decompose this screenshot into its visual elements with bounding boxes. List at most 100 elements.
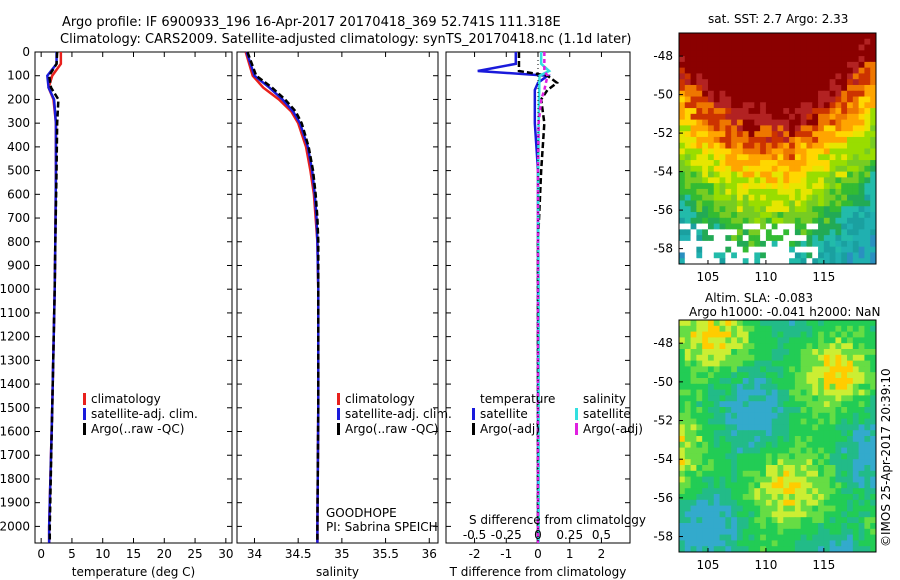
heatmap-cell [858, 343, 865, 350]
heatmap-cell [794, 441, 802, 449]
heatmap-cell [852, 383, 860, 391]
heatmap-cell [702, 38, 709, 46]
heatmap-cell [858, 546, 865, 553]
heatmap-cell [696, 412, 703, 420]
heatmap-cell [679, 33, 686, 40]
heatmap-cell [760, 194, 767, 201]
sst-map-title: sat. SST: 2.7 Argo: 2.33 [708, 12, 848, 26]
heatmap-cell [684, 252, 692, 259]
heatmap-cell [754, 50, 761, 57]
heatmap-cell [800, 320, 807, 327]
heatmap-cell [835, 354, 842, 362]
heatmap-cell [800, 160, 807, 167]
heatmap-cell [812, 418, 819, 425]
heatmap-cell [835, 136, 842, 144]
heatmap-cell [789, 418, 796, 425]
heatmap-cell [870, 395, 877, 402]
heatmap-cell [679, 441, 686, 449]
heatmap-cell [818, 102, 825, 109]
plot-frame [34, 51, 233, 544]
heatmap-cell [771, 246, 778, 253]
heatmap-cell [783, 160, 790, 167]
heatmap-cell [748, 154, 755, 161]
heatmap-cell [835, 108, 842, 115]
heatmap-cell [713, 154, 721, 161]
heatmap-cell [702, 320, 709, 327]
heatmap-cell [679, 56, 686, 63]
heatmap-cell [794, 418, 802, 425]
heatmap-cell [765, 349, 773, 356]
heatmap-cell [829, 499, 836, 507]
heatmap-cell [835, 494, 842, 501]
heatmap-cell [696, 38, 703, 46]
heatmap-cell [736, 488, 744, 495]
heatmap-cell [719, 50, 726, 57]
heatmap-cell [742, 430, 750, 437]
heatmap-cell [679, 240, 686, 248]
heatmap-cell [684, 517, 692, 524]
heatmap-cell [800, 125, 807, 132]
heatmap-cell [713, 447, 721, 454]
heatmap-cell [812, 494, 819, 501]
heatmap-cell [789, 546, 796, 553]
heatmap-cell [835, 343, 842, 350]
heatmap-cell [835, 465, 842, 472]
heatmap-cell [783, 459, 790, 466]
heatmap-cell [713, 401, 721, 408]
heatmap-cell [800, 343, 807, 350]
heatmap-cell [754, 194, 761, 201]
heatmap-cell [823, 44, 831, 51]
heatmap-cell [702, 534, 709, 541]
heatmap-cell [794, 383, 802, 391]
heatmap-cell [812, 246, 819, 253]
heatmap-cell [765, 246, 773, 253]
heatmap-cell [690, 212, 697, 219]
heatmap-cell [864, 212, 871, 219]
heatmap-cell [818, 154, 825, 161]
heatmap-cell [800, 246, 807, 253]
heatmap-cell [754, 343, 761, 350]
heatmap-cell [736, 505, 744, 512]
heatmap-cell [858, 154, 865, 161]
heatmap-cell [696, 372, 703, 379]
heatmap-cell [812, 108, 819, 115]
heatmap-cell [748, 494, 755, 501]
heatmap-cell [818, 177, 825, 184]
heatmap-cell [812, 142, 819, 150]
heatmap-cell [719, 360, 726, 367]
heatmap-cell [754, 142, 761, 150]
heatmap-cell [684, 389, 692, 396]
heatmap-cell [719, 546, 726, 553]
heatmap-cell [771, 534, 778, 541]
x-tick-label: 5 [68, 547, 76, 561]
heatmap-cell [783, 44, 790, 51]
heatmap-cell [760, 217, 767, 225]
heatmap-cell [754, 476, 761, 483]
heatmap-cell [707, 50, 715, 57]
heatmap-cell [806, 177, 813, 184]
heatmap-cell [690, 534, 697, 541]
heatmap-cell [690, 240, 697, 248]
heatmap-cell [841, 418, 848, 425]
heatmap-cell [777, 33, 784, 40]
heatmap-cell [684, 412, 692, 420]
heatmap-cell [864, 517, 871, 524]
heatmap-cell [789, 453, 796, 460]
heatmap-cell [754, 136, 761, 144]
heatmap-cell [800, 436, 807, 443]
heatmap-cell [858, 337, 865, 344]
heatmap-cell [696, 494, 703, 501]
heatmap-cell [702, 424, 709, 431]
heatmap-cell [841, 56, 848, 63]
heatmap-cell [742, 165, 750, 173]
heatmap-cell [806, 343, 813, 350]
heatmap-cell [702, 154, 709, 161]
heatmap-cell [690, 171, 697, 178]
heatmap-cell [707, 412, 715, 420]
heatmap-cell [835, 38, 842, 46]
heatmap-cell [777, 148, 784, 155]
heatmap-cell [742, 119, 750, 126]
heatmap-cell [858, 148, 865, 155]
heatmap-cell [754, 125, 761, 132]
heatmap-cell [870, 165, 877, 173]
